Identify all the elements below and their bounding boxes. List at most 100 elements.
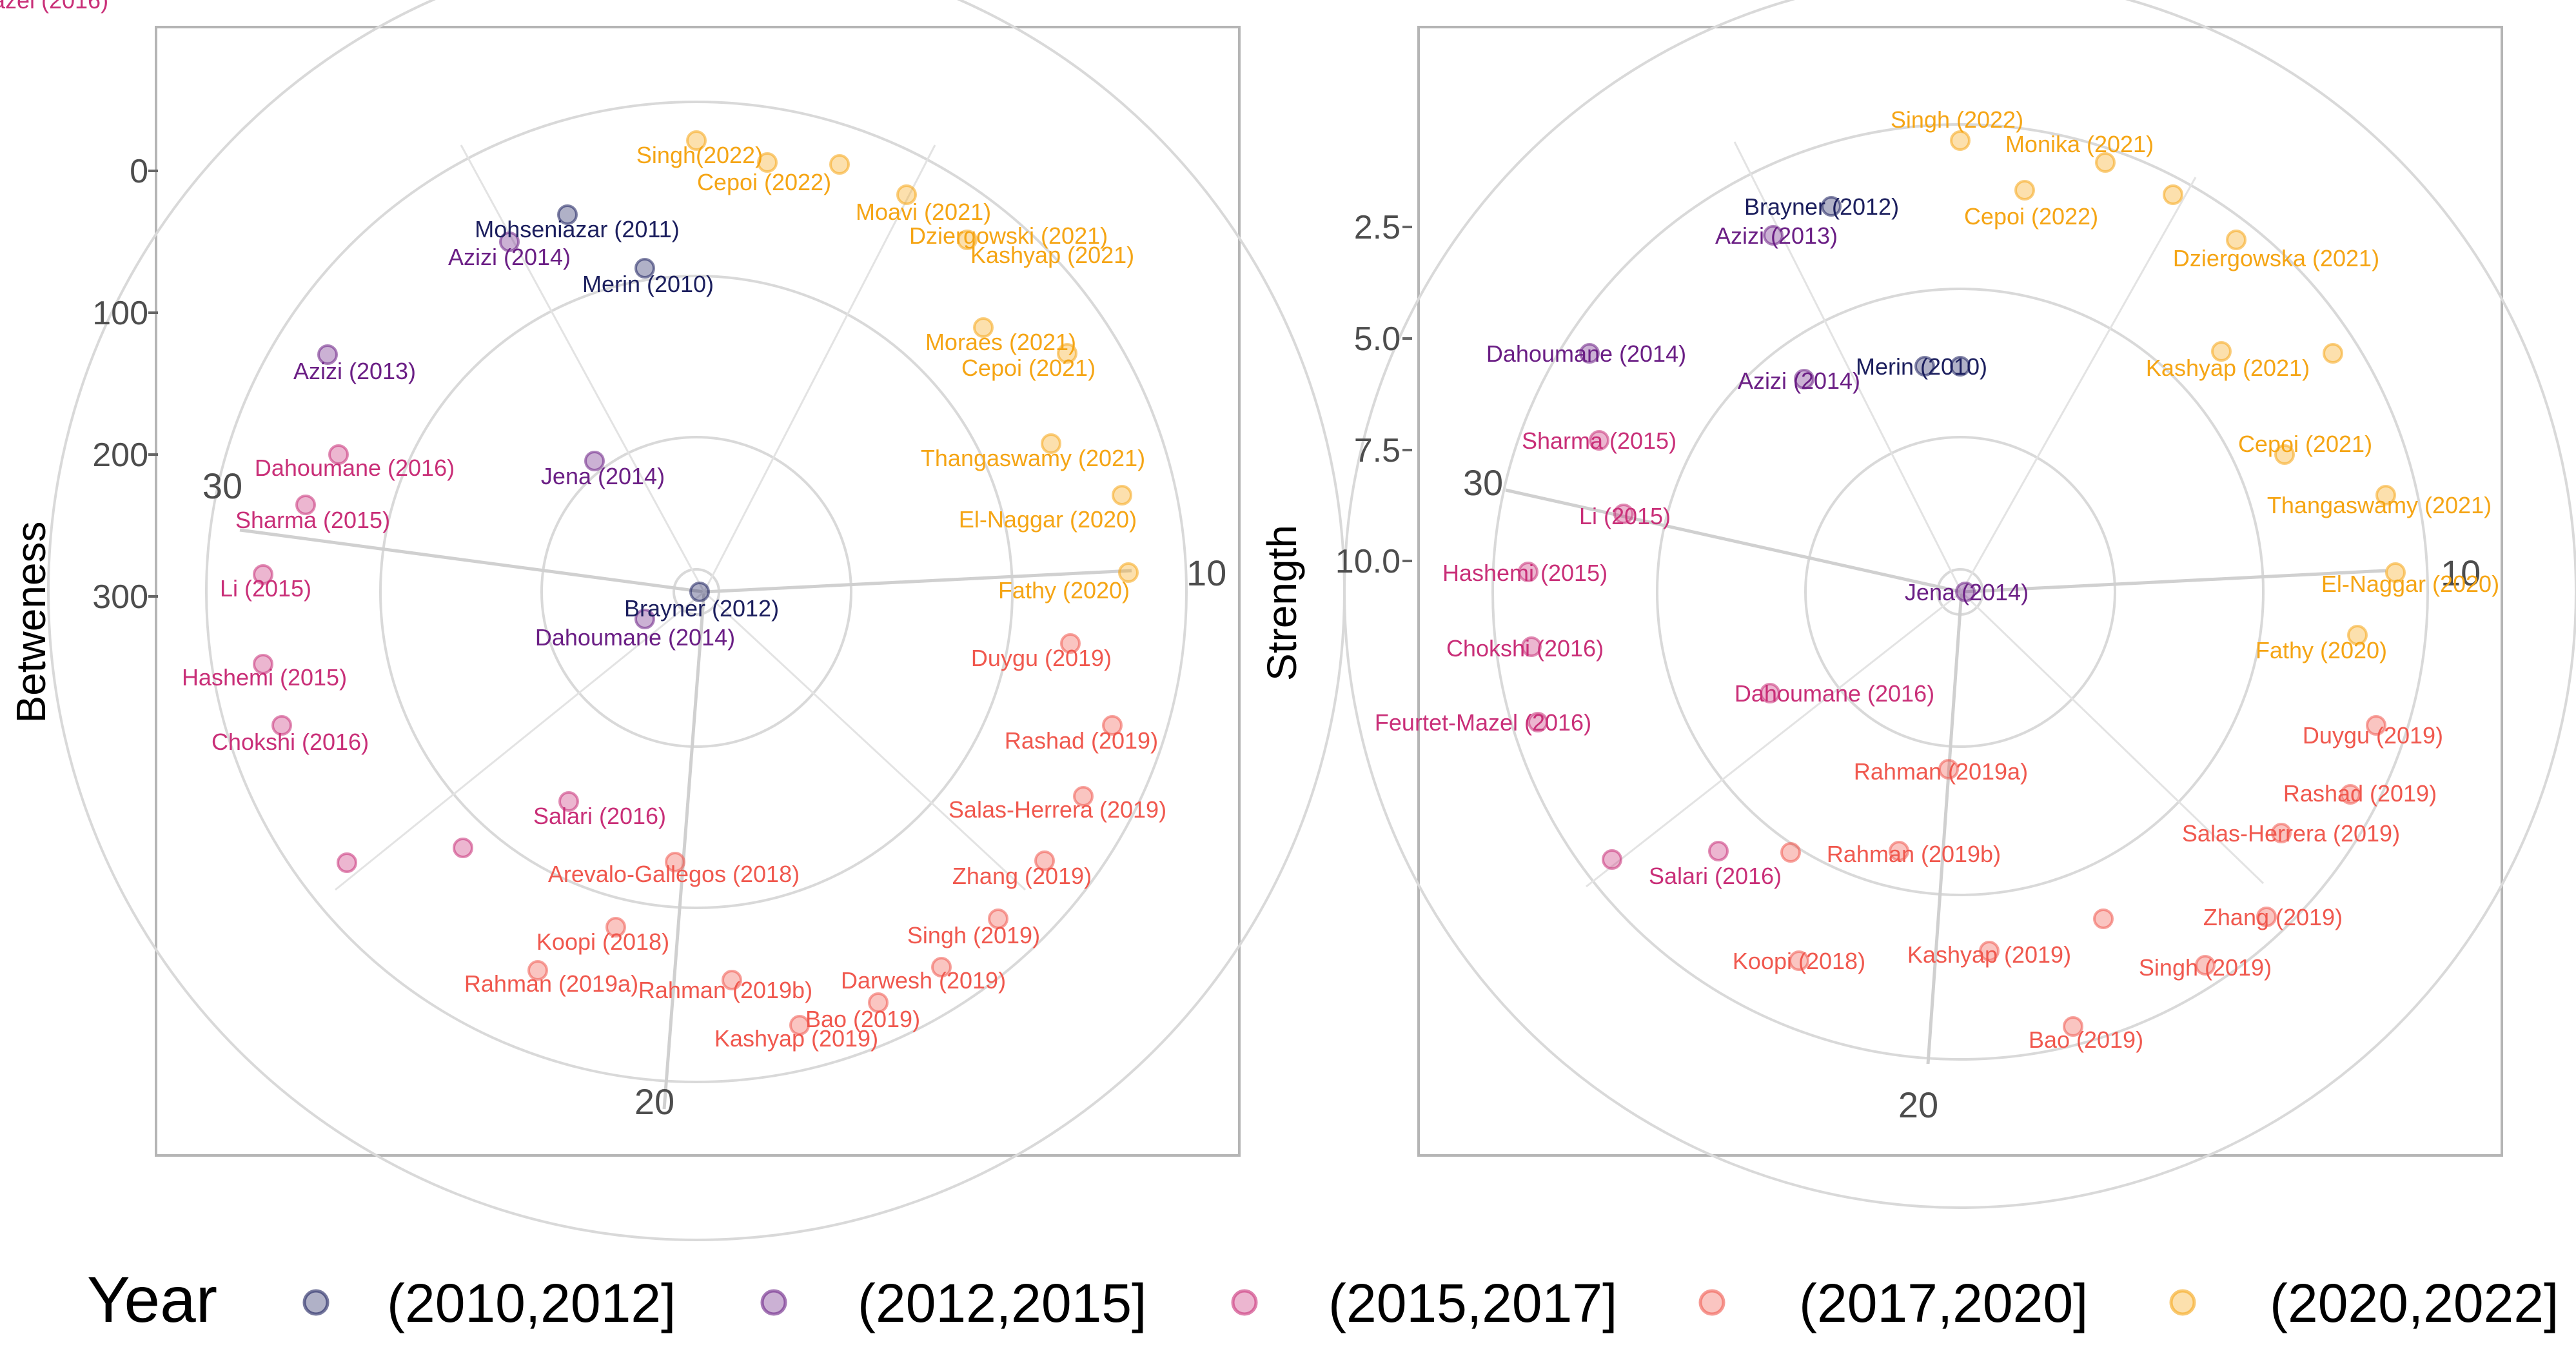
data-point <box>868 992 889 1013</box>
betweenness-y-axis: 0 100 200 300 <box>92 153 158 616</box>
angle-tick-label: 30 <box>202 466 242 506</box>
point-label: Moraes (2021) <box>925 329 1076 355</box>
betweenness-y-axis-title: Betweness <box>8 521 54 723</box>
point-label: Rahman (2019a) <box>1854 758 2028 785</box>
point-label: Bao (2019) <box>2029 1026 2143 1053</box>
point-label: Kashyap (2021) <box>970 242 1134 268</box>
point-label: Li (2015) <box>220 575 311 602</box>
point-label: Singh (2019) <box>2139 954 2272 981</box>
data-point <box>2226 230 2247 250</box>
point-label: Hashemi (2015) <box>182 664 347 691</box>
data-point <box>2385 562 2406 583</box>
data-point <box>1760 683 1780 703</box>
data-point <box>1950 130 1971 151</box>
point-label: Rashad (2019) <box>2283 780 2437 807</box>
data-point <box>2340 784 2361 805</box>
legend-key <box>2169 1289 2196 1316</box>
data-point <box>271 715 292 736</box>
point-label: Moavi (2021) <box>856 199 991 225</box>
point-label: Singh (2022) <box>1891 106 2023 133</box>
strength-y-axis: 2.5 5.0 7.5 10.0 <box>1335 209 1412 580</box>
point-label: Dahoumane (2016) <box>1735 680 1934 707</box>
legend-key <box>1698 1289 1726 1316</box>
data-point <box>499 231 520 252</box>
data-point <box>1579 343 1600 364</box>
data-point <box>605 917 626 938</box>
strength-y-axis-title: Strength <box>1259 525 1305 681</box>
point-label: Rahman (2019b) <box>638 977 812 1003</box>
grid-spoke <box>1961 569 2386 594</box>
data-point <box>1521 636 1542 657</box>
angle-tick-label: 20 <box>634 1081 674 1122</box>
data-point <box>896 184 917 205</box>
data-point <box>1613 504 1634 524</box>
point-label: Dahoumane (2016) <box>255 455 455 481</box>
strength-angle-ticks: 10 20 30 <box>1463 462 2481 1125</box>
point-label: Feurtet-Mazel (2016) <box>0 0 108 14</box>
strength-panel-border <box>1417 26 2503 1157</box>
point-label: Darwesh (2019) <box>841 967 1006 994</box>
point-label: Kashyap (2019) <box>714 1025 878 1052</box>
point-label: Kashyap (2021) <box>2146 355 2310 381</box>
data-point <box>1780 842 1801 863</box>
data-point <box>1789 950 1809 971</box>
point-label: Azizi (2014) <box>448 244 571 270</box>
point-label: Brayner (2012) <box>1744 193 1899 220</box>
point-label: Brayner (2012) <box>624 595 779 622</box>
point-label: Dahoumane (2014) <box>1486 340 1686 367</box>
point-label: Sharma (2015) <box>1522 427 1676 454</box>
point-label: Thangaswamy (2021) <box>921 445 1145 471</box>
angle-tick-label: 10 <box>2441 553 2481 593</box>
point-label: Hashemi (2015) <box>1442 560 1608 586</box>
point-label: Cepoi (2022) <box>1964 203 2098 230</box>
point-label: Azizi (2013) <box>1715 222 1838 249</box>
point-label: Salari (2016) <box>533 803 666 829</box>
point-label: Feurtet-Mazel (2016) <box>1375 709 1591 736</box>
y-tick-label: 100 <box>92 295 148 332</box>
data-point <box>789 1015 810 1036</box>
point-label: Rashad (2019) <box>1005 727 1158 754</box>
grid-spoke <box>239 528 705 594</box>
point-label: Dziergowski (2021) <box>909 222 1108 249</box>
point-label: Rahman (2019a) <box>464 970 638 997</box>
grid-spoke <box>703 591 1027 891</box>
grid-spoke <box>1733 141 1963 593</box>
data-point <box>1102 715 1123 736</box>
data-point <box>722 970 742 990</box>
betweenness-angle-ticks: 10 20 30 <box>202 466 1226 1122</box>
point-label: Thangaswamy (2021) <box>2267 492 2492 518</box>
point-label: Zhang (2019) <box>952 863 1092 889</box>
grid-ring <box>540 436 852 748</box>
legend-label: (2012,2015] <box>858 1273 1146 1333</box>
grid-spoke <box>703 569 1132 594</box>
grid-spoke <box>1960 591 2265 885</box>
legend-key <box>302 1289 329 1316</box>
data-point <box>2095 152 2116 173</box>
data-point <box>295 495 316 515</box>
legend-title: Year <box>87 1264 217 1336</box>
data-point <box>328 444 349 465</box>
point-label: Chokshi (2016) <box>1446 635 1604 662</box>
point-label: Merin (2010) <box>582 271 714 297</box>
betweenness-points: Singh(2022)Cepoi (2022) Moavi (2021)Dzier… <box>0 0 1166 1052</box>
data-point <box>527 960 548 981</box>
data-point <box>253 564 273 585</box>
point-label: Salari (2016) <box>1649 863 1782 889</box>
grid-ring <box>379 275 1014 909</box>
data-point <box>1955 582 1976 602</box>
data-point <box>1118 562 1139 583</box>
data-point <box>2163 184 2183 205</box>
data-point <box>558 791 579 812</box>
point-label: Dahoumane (2014) <box>535 624 735 651</box>
point-label: Koopi (2018) <box>1733 948 1865 974</box>
point-label: Duygu (2019) <box>971 645 1112 671</box>
point-label: Kashyap (2019) <box>1907 941 2071 968</box>
strength-panel: 2.5 5.0 7.5 10.0 10 20 30 Singh (2022)Monika … <box>1259 0 2576 1209</box>
data-point <box>1708 841 1729 861</box>
data-point <box>1528 712 1548 732</box>
point-label: Zhang (2019) <box>2203 904 2343 930</box>
betweenness-panel-border <box>155 26 1241 1157</box>
angle-tick-label: 30 <box>1463 462 1503 503</box>
data-point <box>2366 715 2386 736</box>
